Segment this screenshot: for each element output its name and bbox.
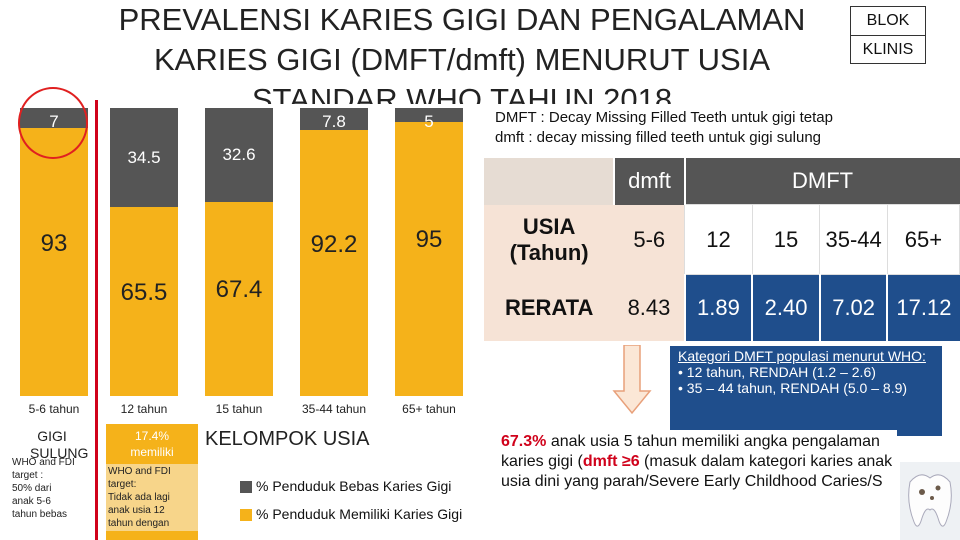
x-tick-label: 15 tahun (215, 402, 263, 416)
legend-swatch-gray (240, 481, 252, 494)
legend-item-bebas: % Penduduk Bebas Karies Gigi (240, 478, 451, 494)
gigi-sulung-label: GIGI SULUNG (30, 428, 89, 461)
head-DMFT: DMFT (683, 158, 960, 205)
value-label-bottom: 95 (415, 226, 443, 254)
value-label-bottom: 67.4 (215, 275, 263, 303)
value-label-top: 7.8 (322, 112, 346, 131)
value-label-bottom: 92.2 (310, 231, 358, 259)
legend-swatch-yellow (240, 509, 252, 522)
klinis-label: KLINIS (851, 35, 925, 64)
bar-bebas-karies (300, 108, 368, 131)
bar-memiliki-karies (395, 122, 463, 396)
kategori-item: • 12 tahun, RENDAH (1.2 – 2.6) (678, 364, 876, 380)
head-dmft: dmft (613, 158, 685, 205)
value-label-top: 34.5 (127, 147, 161, 167)
age-5-6: 5-6 (614, 204, 685, 275)
down-arrow-icon (612, 345, 652, 415)
blok-label: BLOK (866, 12, 910, 29)
kategori-dmft-panel: Kategori DMFT populasi menurut WHO: • 12… (670, 346, 942, 436)
age-12: 12 (684, 204, 753, 275)
age-35-44: 35-44 (819, 204, 888, 275)
bar-memiliki-karies (300, 130, 368, 396)
page-title: PREVALENSI KARIES GIGI DAN PENGALAMAN KA… (118, 2, 806, 104)
legend-item-karies: % Penduduk Memiliki Karies Gigi (240, 506, 462, 522)
note-12-panel: 17.4% memiliki WHO and FDI target: Tidak a… (106, 424, 198, 540)
x-axis-title: KELOMPOK USIA (205, 428, 370, 450)
kategori-item: • 35 – 44 tahun, RENDAH (5.0 – 8.9) (678, 380, 908, 396)
callout-text: 67.3% anak usia 5 tahun memiliki angka p… (497, 430, 897, 540)
bar-memiliki-karies (110, 207, 178, 396)
rerata-15: 2.40 (751, 274, 820, 341)
stacked-bar-chart: 7 93 34.5 65.5 32.6 67.4 7.8 92.2 5 95 (0, 108, 480, 398)
dmft-definition: DMFT : Decay Missing Filled Teeth untuk … (495, 109, 833, 146)
x-tick-label: 35-44 tahun (301, 402, 367, 416)
rerata-5-6: 8.43 (614, 274, 685, 341)
value-label-bottom: 93 (40, 229, 68, 257)
tooth-icon (908, 474, 952, 527)
dmft-table: dmft DMFT USIA (Tahun) 5-6 12 15 35-44 6… (484, 158, 960, 341)
bar-bebas-karies (110, 108, 178, 208)
bar-bebas-karies (395, 108, 463, 123)
who-target-5-note: WHO and FDI target :50% dari anak 5-6 tahun… (12, 457, 75, 520)
bar-bebas-karies (205, 108, 273, 202)
highlight-circle (18, 87, 88, 159)
x-tick-label: 12 tahun (120, 402, 168, 416)
age-15: 15 (751, 204, 821, 275)
tooth-image (900, 462, 960, 540)
bar-memiliki-karies (205, 201, 273, 396)
value-label-top: 5 (424, 112, 434, 131)
rerata-label: RERATA (484, 274, 615, 341)
age-65: 65+ (886, 204, 960, 275)
rerata-35-44: 7.02 (818, 274, 888, 341)
rerata-12: 1.89 (683, 274, 753, 341)
value-label-bottom: 65.5 (120, 279, 168, 307)
rerata-65: 17.12 (886, 274, 960, 341)
bar-memiliki-karies (20, 128, 88, 396)
blok-klinis-box: BLOK KLINIS (850, 6, 926, 64)
divider-red-line (95, 100, 98, 540)
x-tick-label: 5-6 tahun (28, 402, 80, 416)
value-label-top: 32.6 (222, 144, 256, 164)
x-tick-label: 65+ tahun (402, 402, 456, 416)
usia-label: USIA (Tahun) (484, 204, 615, 275)
